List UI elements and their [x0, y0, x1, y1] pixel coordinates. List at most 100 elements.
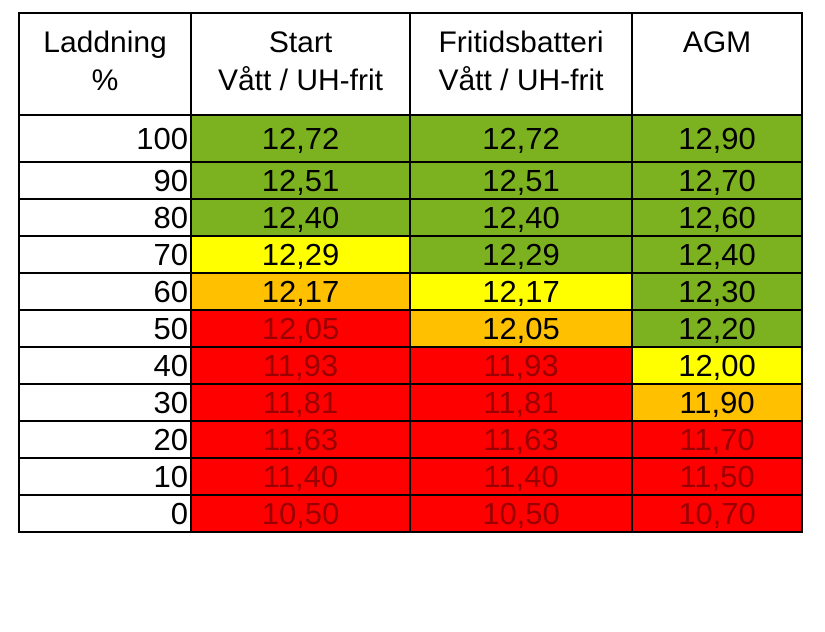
start-voltage-cell-value: 11,81: [262, 385, 339, 420]
start-voltage-cell: 11,93: [190, 346, 411, 385]
start-voltage-cell: 11,81: [190, 383, 411, 422]
header-leisure-line2: Vått / UH-frit: [438, 64, 604, 97]
leisure-voltage-cell-value: 12,40: [482, 200, 560, 235]
agm-voltage-cell-value: 12,30: [678, 274, 756, 309]
agm-voltage-cell: 12,70: [631, 161, 803, 200]
start-voltage-cell: 12,51: [190, 161, 411, 200]
start-voltage-cell-value: 11,63: [262, 422, 339, 457]
charge-percent-cell: 70: [18, 235, 192, 274]
table-row: 60 12,17 12,17 12,30: [18, 272, 803, 311]
header-charge-line1: Laddning: [43, 26, 167, 59]
table-row: 90 12,51 12,51 12,70: [18, 161, 803, 200]
header-charge-line2: %: [91, 64, 119, 97]
agm-voltage-cell: 12,30: [631, 272, 803, 311]
start-voltage-cell-value: 12,72: [261, 121, 340, 156]
leisure-voltage-cell: 12,72: [409, 114, 633, 163]
table-row: 70 12,29 12,29 12,40: [18, 235, 803, 274]
start-voltage-cell: 11,63: [190, 420, 411, 459]
header-leisure-line1: Fritidsbatteri: [438, 26, 604, 59]
agm-voltage-cell: 10,70: [631, 494, 803, 533]
leisure-voltage-cell-value: 11,40: [483, 459, 559, 494]
agm-voltage-cell-value: 11,50: [679, 459, 755, 494]
leisure-voltage-cell: 11,63: [409, 420, 633, 459]
agm-voltage-cell: 11,70: [631, 420, 803, 459]
table-row: 30 11,81 11,81 11,90: [18, 383, 803, 422]
table-row: 20 11,63 11,63 11,70: [18, 420, 803, 459]
leisure-voltage-cell: 12,05: [409, 309, 633, 348]
table-row: 50 12,05 12,05 12,20: [18, 309, 803, 348]
leisure-voltage-cell-value: 11,81: [483, 385, 559, 420]
leisure-voltage-cell: 11,40: [409, 457, 633, 496]
start-voltage-cell-value: 11,93: [262, 348, 339, 383]
agm-voltage-cell: 11,90: [631, 383, 803, 422]
agm-voltage-cell: 12,20: [631, 309, 803, 348]
leisure-voltage-cell-value: 12,72: [482, 121, 560, 156]
leisure-voltage-cell-value: 10,50: [482, 496, 560, 531]
leisure-voltage-cell: 11,81: [409, 383, 633, 422]
table-row: 100 12,72 12,72 12,90: [18, 114, 803, 163]
start-voltage-cell-value: 12,17: [261, 274, 340, 309]
table-row: 0 10,50 10,50 10,70: [18, 494, 803, 533]
table-row: 40 11,93 11,93 12,00: [18, 346, 803, 385]
header-agm-line1: AGM: [682, 26, 752, 59]
agm-voltage-cell-value: 12,60: [678, 200, 756, 235]
agm-voltage-cell: 12,90: [631, 114, 803, 163]
start-voltage-cell-value: 12,51: [261, 163, 340, 198]
header-start-line1: Start: [268, 26, 333, 59]
header-leisure: Fritidsbatteri Vått / UH-frit: [409, 12, 633, 116]
header-agm: AGM: [631, 12, 803, 116]
agm-voltage-cell-value: 10,70: [678, 496, 756, 531]
agm-voltage-cell: 11,50: [631, 457, 803, 496]
charge-percent-cell: 100: [18, 114, 192, 163]
header-row: Laddning % Start Vått / UH-frit Fritidsb…: [18, 12, 803, 116]
header-charge: Laddning %: [18, 12, 192, 116]
start-voltage-cell: 11,40: [190, 457, 411, 496]
charge-percent-cell: 50: [18, 309, 192, 348]
leisure-voltage-cell: 12,29: [409, 235, 633, 274]
charge-percent-cell: 90: [18, 161, 192, 200]
start-voltage-cell: 12,40: [190, 198, 411, 237]
start-voltage-cell: 12,72: [190, 114, 411, 163]
agm-voltage-cell-value: 12,70: [678, 163, 756, 198]
charge-percent-cell: 80: [18, 198, 192, 237]
charge-percent-cell: 60: [18, 272, 192, 311]
agm-voltage-cell-value: 11,70: [679, 422, 755, 457]
charge-percent-cell: 20: [18, 420, 192, 459]
charge-percent-cell: 40: [18, 346, 192, 385]
agm-voltage-cell-value: 12,20: [678, 311, 756, 346]
start-voltage-cell: 12,17: [190, 272, 411, 311]
battery-charge-table: Laddning % Start Vått / UH-frit Fritidsb…: [18, 12, 803, 533]
leisure-voltage-cell-value: 11,63: [483, 422, 559, 457]
charge-percent-cell: 30: [18, 383, 192, 422]
leisure-voltage-cell-value: 11,93: [483, 348, 559, 383]
leisure-voltage-cell: 12,40: [409, 198, 633, 237]
start-voltage-cell-value: 12,29: [261, 237, 340, 272]
charge-percent-cell: 10: [18, 457, 192, 496]
leisure-voltage-cell-value: 12,17: [482, 274, 560, 309]
leisure-voltage-cell-value: 12,51: [482, 163, 560, 198]
start-voltage-cell-value: 12,40: [261, 200, 340, 235]
start-voltage-cell: 12,29: [190, 235, 411, 274]
agm-voltage-cell-value: 12,40: [678, 237, 756, 272]
header-start-line2: Vått / UH-frit: [217, 64, 383, 97]
start-voltage-cell-value: 11,40: [262, 459, 339, 494]
leisure-voltage-cell: 12,17: [409, 272, 633, 311]
agm-voltage-cell: 12,00: [631, 346, 803, 385]
start-voltage-cell: 10,50: [190, 494, 411, 533]
agm-voltage-cell-value: 12,90: [678, 121, 756, 156]
leisure-voltage-cell-value: 12,29: [482, 237, 560, 272]
header-start: Start Vått / UH-frit: [190, 12, 411, 116]
agm-voltage-cell: 12,60: [631, 198, 803, 237]
start-voltage-cell-value: 12,05: [261, 311, 340, 346]
leisure-voltage-cell: 11,93: [409, 346, 633, 385]
leisure-voltage-cell-value: 12,05: [482, 311, 560, 346]
leisure-voltage-cell: 12,51: [409, 161, 633, 200]
leisure-voltage-cell: 10,50: [409, 494, 633, 533]
table-row: 10 11,40 11,40 11,50: [18, 457, 803, 496]
table-row: 80 12,40 12,40 12,60: [18, 198, 803, 237]
start-voltage-cell-value: 10,50: [261, 496, 340, 531]
table-body: Laddning % Start Vått / UH-frit Fritidsb…: [18, 12, 803, 533]
start-voltage-cell: 12,05: [190, 309, 411, 348]
agm-voltage-cell: 12,40: [631, 235, 803, 274]
